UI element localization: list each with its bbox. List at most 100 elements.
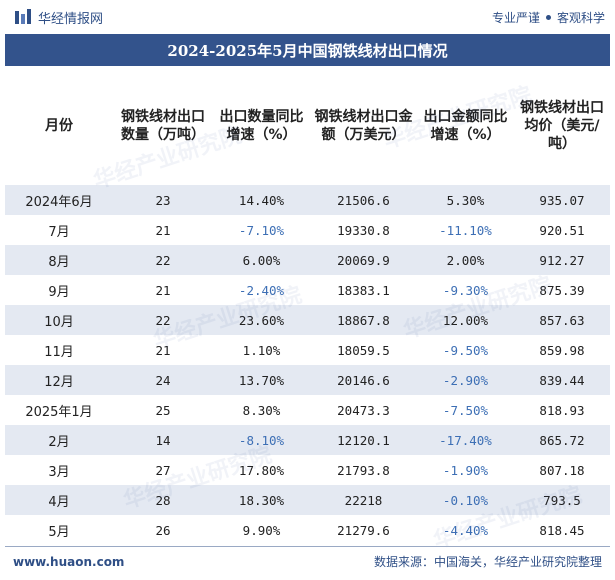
cell-amount-yoy: 12.00%	[417, 305, 514, 335]
cell-amount-yoy: -2.90%	[417, 365, 514, 395]
cell-amount: 18867.8	[310, 305, 417, 335]
cell-month: 7月	[5, 215, 113, 245]
cell-price: 859.98	[514, 335, 610, 365]
cell-amount-yoy: -1.90%	[417, 455, 514, 485]
cell-amount: 20473.3	[310, 395, 417, 425]
cell-qty-yoy: 13.70%	[213, 365, 310, 395]
cell-amount-yoy: -11.10%	[417, 215, 514, 245]
cell-month: 11月	[5, 335, 113, 365]
footer-url-link[interactable]: www.huaon.com	[13, 554, 125, 569]
table-row: 4月 28 18.30% 22218 -0.10% 793.5	[5, 485, 610, 515]
table-header: 月份 钢铁线材出口数量（万吨） 出口数量同比增速（%） 钢铁线材出口金额（万美元…	[5, 66, 610, 185]
cell-qty-yoy: 23.60%	[213, 305, 310, 335]
cell-amount-yoy: -7.50%	[417, 395, 514, 425]
slogan-left: 专业严谨	[491, 10, 540, 25]
cell-month: 2025年1月	[5, 395, 113, 425]
cell-price: 920.51	[514, 215, 610, 245]
top-bar: 华经情报网 专业严谨 客观科学	[0, 0, 615, 34]
cell-month: 12月	[5, 365, 113, 395]
page-title: 2024-2025年5月中国钢铁线材出口情况	[5, 34, 610, 66]
cell-qty: 26	[113, 515, 213, 545]
table-row: 2024年6月 23 14.40% 21506.6 5.30% 935.07	[5, 185, 610, 215]
table-row: 2月 14 -8.10% 12120.1 -17.40% 865.72	[5, 425, 610, 455]
cell-amount-yoy: 2.00%	[417, 245, 514, 275]
table-row: 11月 21 1.10% 18059.5 -9.50% 859.98	[5, 335, 610, 365]
cell-amount-yoy: 5.30%	[417, 185, 514, 215]
cell-price: 935.07	[514, 185, 610, 215]
cell-month: 2月	[5, 425, 113, 455]
table-row: 7月 21 -7.10% 19330.8 -11.10% 920.51	[5, 215, 610, 245]
cell-amount: 20069.9	[310, 245, 417, 275]
cell-qty-yoy: 6.00%	[213, 245, 310, 275]
cell-price: 857.63	[514, 305, 610, 335]
separator-dot-icon	[545, 14, 551, 20]
cell-amount: 22218	[310, 485, 417, 515]
table-row: 2025年1月 25 8.30% 20473.3 -7.50% 818.93	[5, 395, 610, 425]
cell-month: 8月	[5, 245, 113, 275]
cell-month: 3月	[5, 455, 113, 485]
cell-amount-yoy: -4.40%	[417, 515, 514, 545]
cell-qty: 27	[113, 455, 213, 485]
col-header-amount-yoy: 出口金额同比增速（%）	[423, 108, 508, 143]
cell-qty: 23	[113, 185, 213, 215]
table-row: 5月 26 9.90% 21279.6 -4.40% 818.45	[5, 515, 610, 545]
cell-amount: 18059.5	[310, 335, 417, 365]
cell-amount: 19330.8	[310, 215, 417, 245]
cell-qty: 21	[113, 275, 213, 305]
cell-month: 2024年6月	[5, 185, 113, 215]
table-body: 2024年6月 23 14.40% 21506.6 5.30% 935.07 7月 21 -7.…	[5, 185, 610, 545]
cell-qty-yoy: 9.90%	[213, 515, 310, 545]
cell-amount: 21793.8	[310, 455, 417, 485]
cell-amount: 12120.1	[310, 425, 417, 455]
cell-qty: 24	[113, 365, 213, 395]
table-row: 8月 22 6.00% 20069.9 2.00% 912.27	[5, 245, 610, 275]
brand[interactable]: 华经情报网	[14, 8, 103, 27]
cell-month: 10月	[5, 305, 113, 335]
cell-qty-yoy: 18.30%	[213, 485, 310, 515]
cell-price: 912.27	[514, 245, 610, 275]
cell-amount-yoy: -9.50%	[417, 335, 514, 365]
cell-price: 839.44	[514, 365, 610, 395]
footer: www.huaon.com 数据来源：中国海关，华经产业研究院整理	[5, 546, 610, 576]
cell-qty: 21	[113, 335, 213, 365]
cell-qty: 14	[113, 425, 213, 455]
cell-qty-yoy: -2.40%	[213, 275, 310, 305]
export-table: 月份 钢铁线材出口数量（万吨） 出口数量同比增速（%） 钢铁线材出口金额（万美元…	[5, 66, 610, 545]
cell-price: 793.5	[514, 485, 610, 515]
cell-qty: 25	[113, 395, 213, 425]
data-source: 数据来源：中国海关，华经产业研究院整理	[373, 555, 602, 569]
cell-amount: 21506.6	[310, 185, 417, 215]
huajing-logo-icon	[15, 9, 31, 24]
table-row: 9月 21 -2.40% 18383.1 -9.30% 875.39	[5, 275, 610, 305]
cell-amount-yoy: -17.40%	[417, 425, 514, 455]
cell-price: 818.93	[514, 395, 610, 425]
col-header-qty-yoy: 出口数量同比增速（%）	[219, 108, 304, 143]
cell-price: 818.45	[514, 515, 610, 545]
cell-price: 865.72	[514, 425, 610, 455]
cell-qty-yoy: -7.10%	[213, 215, 310, 245]
table-row: 12月 24 13.70% 20146.6 -2.90% 839.44	[5, 365, 610, 395]
cell-amount: 20146.6	[310, 365, 417, 395]
cell-qty-yoy: 1.10%	[213, 335, 310, 365]
cell-qty: 22	[113, 305, 213, 335]
cell-qty-yoy: -8.10%	[213, 425, 310, 455]
col-header-price: 钢铁线材出口均价（美元/吨）	[520, 99, 604, 152]
cell-price: 875.39	[514, 275, 610, 305]
cell-month: 5月	[5, 515, 113, 545]
cell-qty-yoy: 17.80%	[213, 455, 310, 485]
table-row: 3月 27 17.80% 21793.8 -1.90% 807.18	[5, 455, 610, 485]
col-header-month: 月份	[45, 117, 73, 134]
cell-price: 807.18	[514, 455, 610, 485]
cell-amount: 21279.6	[310, 515, 417, 545]
cell-qty-yoy: 8.30%	[213, 395, 310, 425]
cell-amount-yoy: -9.30%	[417, 275, 514, 305]
cell-month: 4月	[5, 485, 113, 515]
brand-name: 华经情报网	[38, 11, 104, 27]
cell-qty: 21	[113, 215, 213, 245]
cell-amount: 18383.1	[310, 275, 417, 305]
cell-amount-yoy: -0.10%	[417, 485, 514, 515]
col-header-qty: 钢铁线材出口数量（万吨）	[121, 108, 205, 143]
slogan-right: 客观科学	[556, 10, 605, 25]
cell-qty: 28	[113, 485, 213, 515]
col-header-amount: 钢铁线材出口金额（万美元）	[314, 108, 413, 143]
